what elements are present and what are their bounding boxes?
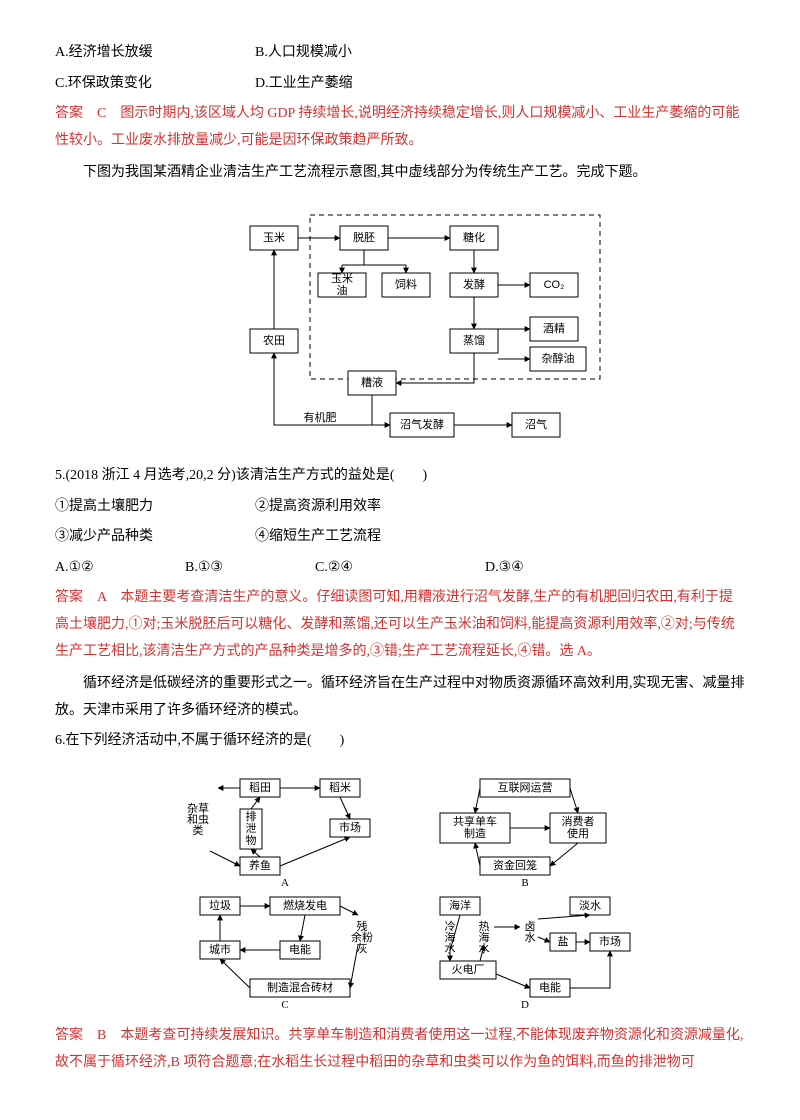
svg-text:市场: 市场	[599, 934, 621, 948]
svg-text:残余粉灰: 残余粉灰	[351, 918, 373, 954]
svg-text:杂草和虫类: 杂草和虫类	[187, 801, 209, 836]
q6-answer: 答案 B 本题考查可持续发展知识。共享单车制造和消费者使用这一过程,不能体现废弃…	[55, 1023, 745, 1076]
q5-answer: 答案 A 本题主要考查清洁生产的意义。仔细读图可知,用糟液进行沼气发酵,生产的有…	[55, 585, 745, 665]
svg-text:沼气: 沼气	[525, 417, 547, 431]
svg-text:B: B	[521, 876, 528, 888]
svg-text:卤水: 卤水	[525, 919, 536, 943]
svg-text:CO₂: CO₂	[544, 279, 565, 291]
svg-text:玉米: 玉米	[263, 231, 285, 244]
svg-text:市场: 市场	[339, 820, 361, 834]
svg-text:燃烧发电: 燃烧发电	[283, 898, 327, 912]
svg-text:淡水: 淡水	[579, 899, 601, 912]
svg-text:制造: 制造	[464, 826, 486, 840]
svg-text:盐: 盐	[558, 935, 569, 948]
q5-opt-a: A.①②	[55, 555, 185, 582]
q5-sub-row2: ③减少产品种类 ④缩短生产工艺流程	[55, 524, 745, 551]
svg-text:稻田: 稻田	[249, 781, 271, 794]
q6-stem: 6.在下列经济活动中,不属于循环经济的是( )	[55, 728, 745, 755]
svg-text:共享单车: 共享单车	[453, 814, 497, 828]
svg-text:有机肥: 有机肥	[304, 410, 337, 424]
q5-opt-c: C.②④	[315, 555, 485, 582]
q5-s1: ①提高土壤肥力	[55, 494, 255, 521]
q4-options-row2: C.环保政策变化 D.工业生产萎缩	[55, 71, 745, 98]
svg-text:垃圾: 垃圾	[209, 898, 231, 912]
svg-text:农田: 农田	[263, 333, 285, 347]
q6-intro: 循环经济是低碳经济的重要形式之一。循环经济旨在生产过程中对物质资源循环高效利用,…	[55, 671, 745, 724]
svg-text:玉米: 玉米	[331, 272, 353, 285]
q5-sub-row1: ①提高土壤肥力 ②提高资源利用效率	[55, 494, 745, 521]
q5-opt-d: D.③④	[485, 555, 615, 582]
q4-opt-a: A.经济增长放缓	[55, 40, 255, 67]
q5-intro: 下图为我国某酒精企业清洁生产工艺流程示意图,其中虚线部分为传统生产工艺。完成下题…	[55, 160, 745, 187]
svg-text:热海水: 热海水	[479, 919, 490, 954]
svg-text:城市: 城市	[209, 942, 231, 956]
svg-text:糟液: 糟液	[361, 375, 383, 389]
diagram-5: 玉米脱胚糖化玉米油饲料发酵CO₂农田蒸馏酒精杂醇油糟液沼气发酵沼气有机肥	[55, 201, 745, 449]
svg-text:酒精: 酒精	[543, 322, 565, 335]
svg-text:糖化: 糖化	[463, 230, 485, 244]
svg-text:蒸馏: 蒸馏	[463, 333, 485, 347]
svg-text:A: A	[281, 876, 289, 888]
svg-text:制造混合砖材: 制造混合砖材	[267, 980, 333, 994]
svg-text:油: 油	[337, 283, 348, 297]
svg-text:沼气发酵: 沼气发酵	[400, 417, 444, 431]
svg-text:使用: 使用	[567, 827, 589, 840]
q5-opt-b: B.①③	[185, 555, 315, 582]
diagram-6: 稻田稻米杂草和虫类排泄物市场养鱼A互联网运营共享单车制造消费者使用资金回笼B垃圾…	[55, 769, 745, 1009]
diagram-6-svg: 稻田稻米杂草和虫类排泄物市场养鱼A互联网运营共享单车制造消费者使用资金回笼B垃圾…	[160, 769, 640, 1009]
svg-text:杂醇油: 杂醇油	[542, 351, 575, 365]
svg-text:电能: 电能	[289, 942, 311, 956]
svg-text:D: D	[521, 998, 529, 1008]
svg-text:饲料: 饲料	[395, 277, 417, 291]
svg-text:脱胚: 脱胚	[353, 230, 375, 244]
q4-opt-b: B.人口规模减小	[255, 40, 455, 67]
svg-text:海洋: 海洋	[449, 898, 471, 912]
q5-s2: ②提高资源利用效率	[255, 494, 455, 521]
svg-text:资金回笼: 资金回笼	[493, 858, 537, 872]
svg-text:物: 物	[246, 833, 257, 847]
q4-opt-d: D.工业生产萎缩	[255, 71, 455, 98]
svg-text:泄: 泄	[246, 822, 257, 835]
q5-stem: 5.(2018 浙江 4 月选考,20,2 分)该清洁生产方式的益处是( )	[55, 463, 745, 490]
diagram-5-svg: 玉米脱胚糖化玉米油饲料发酵CO₂农田蒸馏酒精杂醇油糟液沼气发酵沼气有机肥	[190, 201, 610, 449]
q4-answer: 答案 C 图示时期内,该区域人均 GDP 持续增长,说明经济持续稳定增长,则人口…	[55, 101, 745, 154]
svg-text:消费者: 消费者	[562, 814, 595, 828]
q5-options: A.①② B.①③ C.②④ D.③④	[55, 555, 745, 582]
svg-text:火电厂: 火电厂	[452, 963, 485, 976]
q4-options-row1: A.经济增长放缓 B.人口规模减小	[55, 40, 745, 67]
q5-s3: ③减少产品种类	[55, 524, 255, 551]
svg-text:发酵: 发酵	[463, 277, 485, 291]
q4-opt-c: C.环保政策变化	[55, 71, 255, 98]
svg-text:养鱼: 养鱼	[249, 858, 271, 872]
svg-text:C: C	[281, 998, 288, 1008]
svg-text:互联网运营: 互联网运营	[498, 780, 553, 794]
q5-s4: ④缩短生产工艺流程	[255, 524, 455, 551]
svg-text:电能: 电能	[539, 980, 561, 994]
svg-text:稻米: 稻米	[329, 781, 351, 794]
svg-text:排: 排	[246, 809, 257, 823]
